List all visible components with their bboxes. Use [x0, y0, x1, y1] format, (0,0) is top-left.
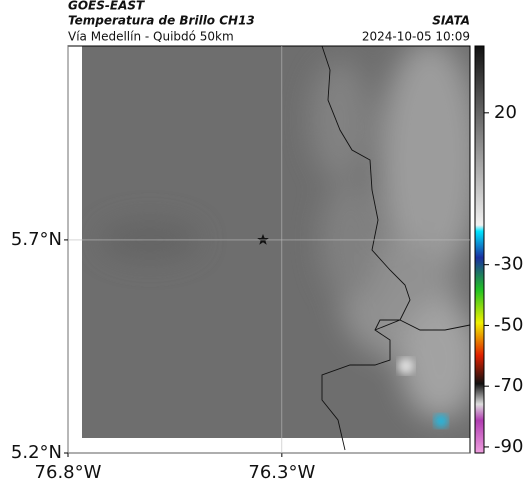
colorbar: [474, 45, 485, 454]
border: [374, 319, 471, 331]
y-tick-label: 5.2°N: [11, 442, 62, 463]
colorbar-label: -30: [494, 254, 523, 275]
colorbar-label: 20: [494, 102, 517, 123]
colorbar-label: -90: [494, 436, 523, 457]
title: Temperatura de Brillo CH13: [68, 14, 255, 28]
subtitle: Vía Medellín - Quibdó 50km: [68, 30, 234, 44]
border: [321, 45, 411, 451]
y-tick-label: 5.7°N: [11, 229, 62, 250]
satellite-image: [82, 46, 470, 438]
datetime: 2024-10-05 10:09: [362, 30, 470, 44]
agency: SIATA: [432, 14, 470, 28]
star-marker: [257, 234, 269, 245]
x-tick-label: 76.3°W: [248, 462, 315, 483]
x-tick-label: 76.8°W: [35, 462, 102, 483]
source: GOES-EAST: [68, 0, 145, 13]
colorbar-label: -50: [494, 314, 523, 335]
colorbar-label: -70: [494, 375, 523, 396]
